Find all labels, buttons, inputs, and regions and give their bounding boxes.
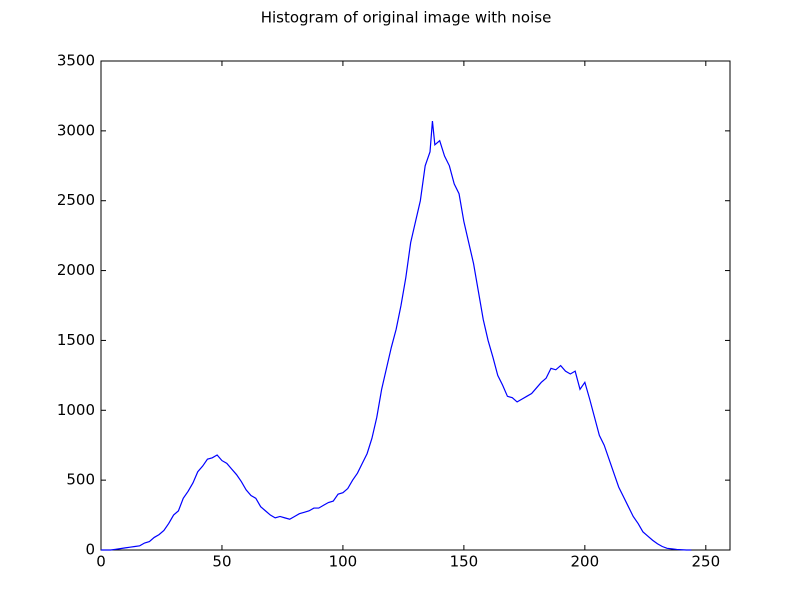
x-tick-label: 0	[96, 553, 106, 571]
y-tick-label: 1000	[57, 401, 95, 419]
y-tick-label: 2000	[57, 261, 95, 279]
x-tick-label: 200	[571, 553, 600, 571]
data-line	[101, 121, 692, 551]
x-tick-label: 50	[212, 553, 231, 571]
chart-title: Histogram of original image with noise	[261, 9, 552, 27]
x-tick-label: 250	[691, 553, 720, 571]
x-tick-label: 150	[450, 553, 479, 571]
plot-frame	[100, 60, 731, 551]
y-tick-label: 3000	[57, 121, 95, 139]
x-tick-label: 100	[329, 553, 358, 571]
y-tick-label: 1500	[57, 331, 95, 349]
y-tick-label: 0	[85, 541, 95, 559]
y-tick-label: 3500	[57, 52, 95, 70]
y-tick-label: 2500	[57, 191, 95, 209]
y-tick-label: 500	[66, 471, 95, 489]
